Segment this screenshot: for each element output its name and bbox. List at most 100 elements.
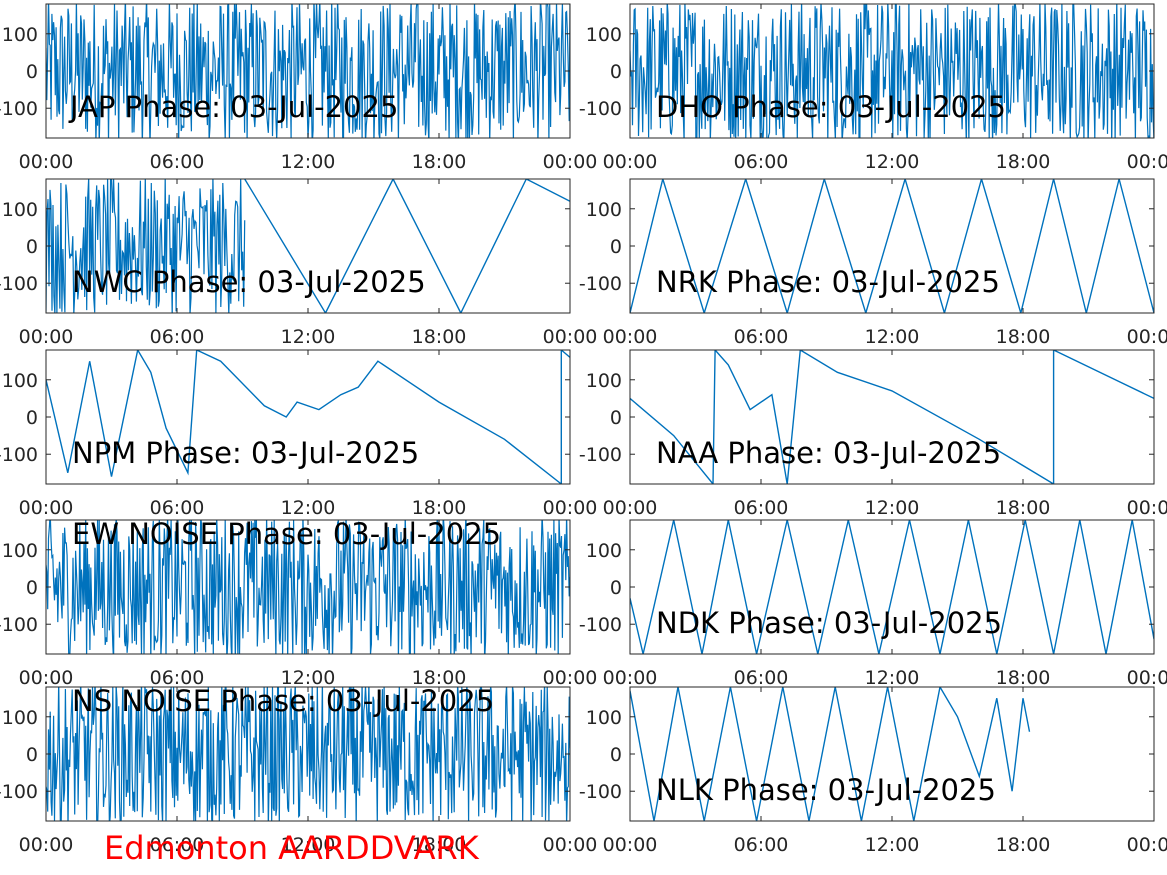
phase-panel: -100 0 100 00:00 06:00 12:00 18:00 00:00 NDK Pha… [579,519,1167,689]
phase-trace [630,520,1154,654]
y-tick-label: 100 [586,199,622,221]
panel-title: NDK Phase: 03-Jul-2025 [656,606,1002,640]
phase-trace [46,350,570,484]
y-tick-label: -100 [579,273,622,295]
y-tick-label: 0 [610,236,622,258]
phase-noise-trace [46,179,246,313]
y-tick-label: 0 [610,61,622,83]
panel-title: NS NOISE Phase: 03-Jul-2025 [72,684,494,718]
panel-title: NRK Phase: 03-Jul-2025 [656,265,1000,299]
y-tick-label: 0 [26,577,38,599]
panel-title: NWC Phase: 03-Jul-2025 [72,265,426,299]
x-tick-label: 00:00 [19,834,74,856]
x-tick-label: 06:00 [150,834,205,856]
y-tick-label: 100 [2,199,38,221]
panel-title: EW NOISE Phase: 03-Jul-2025 [72,517,501,551]
x-tick-label: 00:00 [543,667,598,689]
station-label: Edmonton AARDDVARK [104,829,479,867]
x-tick-label: 06:00 [734,834,789,856]
x-tick-label: 18:00 [412,497,467,519]
y-tick-label: 100 [2,707,38,729]
phase-trace [244,179,570,313]
x-tick-label: 00:00 [1127,497,1167,519]
phase-panel: -100 0 100 00:00 06:00 12:00 18:00 00:00 NRK Pha… [579,178,1167,348]
x-tick-label: 12:00 [281,326,336,348]
y-tick-label: 0 [26,744,38,766]
y-tick-label: 0 [610,577,622,599]
x-tick-label: 06:00 [734,667,789,689]
x-tick-label: 18:00 [996,667,1051,689]
x-tick-label: 00:00 [1127,326,1167,348]
x-tick-label: 00:00 [543,326,598,348]
x-tick-label: 00:00 [603,151,658,173]
y-tick-label: 0 [610,407,622,429]
phase-trace [630,350,1154,484]
x-tick-label: 18:00 [412,151,467,173]
x-tick-label: 06:00 [150,667,205,689]
phase-trace [630,687,1031,821]
x-tick-label: 06:00 [150,497,205,519]
y-tick-label: -100 [579,781,622,803]
y-tick-label: -100 [0,444,38,466]
phase-panel: -100 0 100 00:00 06:00 12:00 18:00 00:00 EW NOIS… [0,517,598,689]
x-tick-label: 06:00 [734,497,789,519]
y-tick-label: 100 [2,24,38,46]
x-tick-label: 06:00 [734,151,789,173]
x-tick-label: 00:00 [603,326,658,348]
x-tick-label: 00:00 [603,497,658,519]
y-tick-label: -100 [0,781,38,803]
y-tick-label: 100 [586,540,622,562]
y-tick-label: 0 [26,236,38,258]
phase-trace [630,179,1154,313]
x-tick-label: 00:00 [1127,151,1167,173]
phase-panel: -100 0 100 00:00 06:00 12:00 18:00 00:00 NAA Pha… [579,349,1167,519]
x-tick-label: 00:00 [1127,667,1167,689]
y-tick-label: 100 [586,24,622,46]
x-tick-label: 12:00 [281,834,336,856]
phase-panel: -100 0 100 00:00 06:00 12:00 18:00 00:00 DHO Pha… [579,3,1167,173]
x-tick-label: 18:00 [412,667,467,689]
x-tick-label: 12:00 [281,497,336,519]
x-tick-label: 12:00 [865,497,920,519]
panel-title: JAP Phase: 03-Jul-2025 [68,90,398,124]
x-tick-label: 12:00 [865,151,920,173]
panel-title: DHO Phase: 03-Jul-2025 [656,90,1006,124]
x-tick-label: 00:00 [543,834,598,856]
x-tick-label: 00:00 [19,326,74,348]
panel-title: NAA Phase: 03-Jul-2025 [656,436,1001,470]
x-tick-label: 18:00 [996,326,1051,348]
y-tick-label: -100 [0,273,38,295]
x-tick-label: 00:00 [543,151,598,173]
x-tick-label: 00:00 [19,497,74,519]
y-tick-label: -100 [579,98,622,120]
panel-title: NLK Phase: 03-Jul-2025 [656,773,996,807]
phase-panel: -100 0 100 00:00 06:00 12:00 18:00 00:00 NPM Pha… [0,349,598,519]
x-tick-label: 00:00 [543,497,598,519]
x-tick-label: 18:00 [412,326,467,348]
y-tick-label: -100 [579,444,622,466]
x-tick-label: 06:00 [150,326,205,348]
x-tick-label: 18:00 [996,834,1051,856]
x-tick-label: 12:00 [281,667,336,689]
x-tick-label: 00:00 [603,667,658,689]
y-tick-label: 0 [610,744,622,766]
y-tick-label: 100 [586,370,622,392]
phase-panel: -100 0 100 00:00 06:00 12:00 18:00 00:00 NWC Pha… [0,178,598,348]
x-tick-label: 00:00 [1127,834,1167,856]
phase-trace [46,520,570,654]
x-tick-label: 00:00 [19,667,74,689]
phase-panel: -100 0 100 00:00 06:00 12:00 18:00 00:00 JAP Pha… [0,3,598,173]
y-tick-label: 0 [26,61,38,83]
x-tick-label: 12:00 [281,151,336,173]
x-tick-label: 12:00 [865,326,920,348]
y-tick-label: 0 [26,407,38,429]
phase-panel: -100 0 100 00:00 06:00 12:00 18:00 00:00 NLK Pha… [579,686,1167,856]
x-tick-label: 18:00 [996,497,1051,519]
y-tick-label: -100 [0,614,38,636]
panel-title: NPM Phase: 03-Jul-2025 [72,436,419,470]
x-tick-label: 00:00 [19,151,74,173]
x-tick-label: 12:00 [865,667,920,689]
y-tick-label: -100 [0,98,38,120]
x-tick-label: 00:00 [603,834,658,856]
